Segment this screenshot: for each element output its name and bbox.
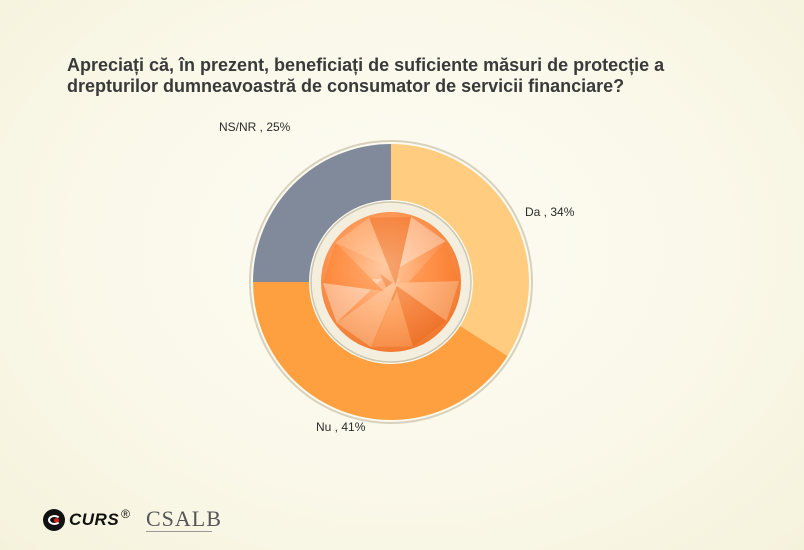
curs-logo-text: CURS bbox=[69, 510, 120, 529]
slice-ns-nr bbox=[253, 144, 391, 282]
slice-da bbox=[391, 144, 529, 356]
center-facet bbox=[402, 241, 459, 289]
csalb-logo-underline bbox=[146, 531, 212, 532]
slice-label-nu: Nu , 41% bbox=[316, 420, 366, 434]
slice-label-da: Da , 34% bbox=[525, 205, 575, 219]
curs-logo-icon bbox=[43, 509, 65, 531]
center-facet bbox=[369, 217, 412, 285]
slice-label-ns-nr: NS/NR , 25% bbox=[219, 120, 291, 134]
donut-center-disc bbox=[321, 212, 461, 352]
center-facet bbox=[335, 217, 402, 273]
center-facets bbox=[323, 217, 459, 347]
center-facet bbox=[323, 242, 384, 292]
chart-title: Apreciați că, în prezent, beneficiați de… bbox=[67, 55, 665, 96]
csalb-logo: CSALB bbox=[146, 506, 222, 531]
center-facet bbox=[387, 281, 459, 322]
center-facet bbox=[379, 273, 447, 347]
slice-nu bbox=[253, 282, 508, 421]
center-facet bbox=[336, 277, 401, 347]
donut-outer-rim bbox=[249, 140, 533, 424]
center-facet bbox=[323, 278, 383, 323]
center-facet bbox=[370, 291, 413, 347]
center-facet bbox=[391, 217, 446, 272]
registered-mark: ® bbox=[121, 507, 131, 521]
curs-logo: CURS ® bbox=[43, 506, 130, 534]
